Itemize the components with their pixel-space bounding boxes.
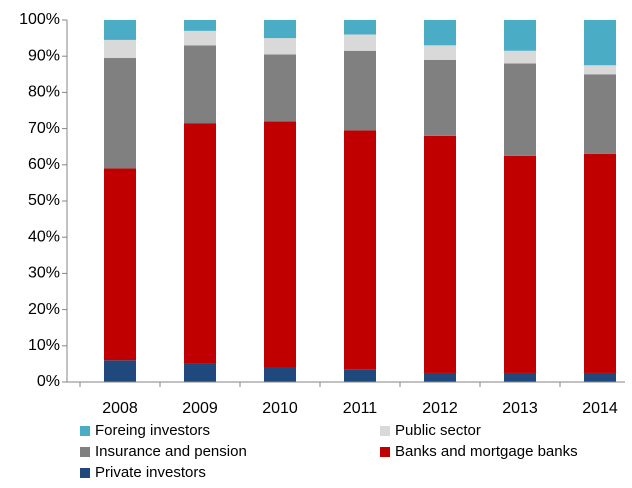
bar-segment [104,58,136,169]
x-tick-label: 2008 [102,400,138,417]
legend-label: Private investors [95,464,206,481]
bar-segment [264,367,296,382]
bar-segment [504,50,536,64]
x-tick-label: 2014 [582,400,618,417]
legend-swatch [380,447,390,457]
bar-segment [264,38,296,55]
bar-segment [344,50,376,131]
bar-segment [424,59,456,136]
bar-segment [344,20,376,35]
y-tick-label: 40% [28,228,60,245]
x-tick-label: 2011 [343,400,378,417]
bar-segment [584,65,616,75]
bar-segment [424,372,456,382]
legend-swatch [80,426,90,436]
bar-segment [264,121,296,368]
bar-segment [264,54,296,122]
bar-segment [584,74,616,154]
bar-segment [424,45,456,60]
legend-swatch [380,426,390,436]
x-tick-label: 2012 [422,400,458,417]
bar-segment [184,363,216,382]
bar-segment [184,123,216,364]
bar-segment [504,155,536,373]
legend-swatch [80,447,90,457]
y-tick-label: 100% [19,11,60,28]
legend-label: Banks and mortgage banks [395,443,578,460]
y-tick-label: 20% [28,301,60,318]
bar-segment [504,63,536,156]
legend-label: Insurance and pension [95,443,247,460]
bar-segment [104,39,136,59]
y-tick-label: 60% [28,156,60,173]
y-tick-label: 50% [28,192,60,209]
legend-label: Foreing investors [95,422,210,439]
bar-segment [584,372,616,382]
x-tick-label: 2010 [262,400,298,417]
y-tick-label: 0% [37,373,60,390]
bar-segment [184,20,216,31]
y-tick-label: 10% [28,337,60,354]
bar-segment [184,30,216,46]
bar-segment [104,168,136,361]
legend-label: Public sector [395,422,481,439]
y-tick-label: 30% [28,265,60,282]
bar-segment [104,360,136,382]
legend-swatch [80,468,90,478]
x-tick-label: 2009 [182,400,218,417]
bar-segment [344,369,376,382]
y-tick-label: 80% [28,84,60,101]
y-tick-label: 70% [28,120,60,137]
bar-segment [504,372,536,382]
bar-segment [424,20,456,46]
bar-segment [504,20,536,51]
bar-segment [104,20,136,40]
bar-segment [184,45,216,124]
bar-segment [344,130,376,370]
bar-segment [424,135,456,373]
bar-segment [584,20,616,66]
y-tick-label: 90% [28,47,60,64]
x-tick-label: 2013 [502,400,538,417]
bar-segment [264,20,296,39]
bar-segment [584,153,616,373]
bar-segment [344,34,376,51]
